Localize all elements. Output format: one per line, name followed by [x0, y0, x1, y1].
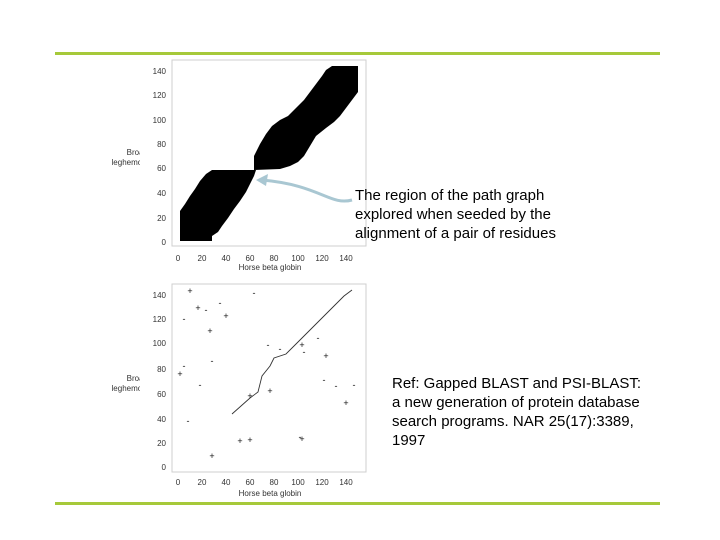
top-path-graph: 0 20 40 60 80 100 120 140 0 20 40 60 80 … — [140, 56, 370, 271]
bottom-dot-plot: + + - - + - + - - + - - + + - - + - - + … — [140, 282, 370, 492]
top-xtick-20: 20 — [198, 254, 207, 263]
bottom-plot-xlabel: Horse beta globin — [238, 489, 302, 498]
top-ytick-0: 0 — [162, 238, 167, 247]
top-xtick-120: 120 — [315, 254, 329, 263]
bottom-xtick-20: 20 — [198, 478, 207, 487]
hit-mark: + — [247, 435, 252, 445]
caption-region: The region of the path graph explored wh… — [355, 187, 556, 242]
caption-reference: Ref: Gapped BLAST and PSI-BLAST: a new g… — [392, 375, 642, 449]
top-plot-frame — [171, 59, 367, 247]
bottom-xtick-100: 100 — [291, 478, 305, 487]
hit-mark: + — [299, 434, 304, 444]
bottom-accent-rule — [55, 502, 660, 505]
hit-mark: - — [205, 305, 208, 315]
top-plot-xlabel: Horse beta globin — [238, 263, 302, 272]
hit-mark: - — [279, 344, 282, 354]
top-ytick-40: 40 — [157, 189, 166, 198]
hit-mark: + — [209, 451, 214, 461]
hit-mark: + — [299, 340, 304, 350]
top-xtick-40: 40 — [222, 254, 231, 263]
hit-mark: + — [267, 386, 272, 396]
top-ytick-140: 140 — [153, 67, 167, 76]
hit-mark: + — [237, 436, 242, 446]
bottom-xtick-120: 120 — [315, 478, 329, 487]
hit-mark: - — [335, 381, 338, 391]
top-xtick-140: 140 — [339, 254, 353, 263]
top-xtick-100: 100 — [291, 254, 305, 263]
bottom-ytick-20: 20 — [157, 439, 166, 448]
bottom-ytick-0: 0 — [162, 463, 167, 472]
hit-mark: - — [353, 380, 356, 390]
bottom-xtick-0: 0 — [176, 478, 181, 487]
bottom-ytick-140: 140 — [153, 291, 167, 300]
bottom-xtick-40: 40 — [222, 478, 231, 487]
top-ytick-100: 100 — [153, 116, 167, 125]
bottom-xtick-80: 80 — [270, 478, 279, 487]
top-plot-svg: 0 20 40 60 80 100 120 140 0 20 40 60 80 … — [153, 59, 367, 263]
bottom-xtick-60: 60 — [246, 478, 255, 487]
top-explored-region-upper — [254, 66, 358, 170]
hit-mark: + — [187, 286, 192, 296]
hit-mark: + — [207, 326, 212, 336]
bottom-xtick-140: 140 — [339, 478, 353, 487]
bottom-ytick-80: 80 — [157, 365, 166, 374]
alignment-path — [231, 289, 353, 415]
hit-mark: + — [223, 311, 228, 321]
hit-mark: - — [299, 432, 302, 442]
hit-mark: - — [183, 361, 186, 371]
bottom-ytick-100: 100 — [153, 339, 167, 348]
bottom-ytick-40: 40 — [157, 415, 166, 424]
hit-mark: - — [183, 314, 186, 324]
top-ytick-60: 60 — [157, 164, 166, 173]
top-xtick-0: 0 — [176, 254, 181, 263]
bottom-ytick-60: 60 — [157, 390, 166, 399]
hit-mark: - — [253, 288, 256, 298]
hit-mark: - — [267, 340, 270, 350]
hit-mark: - — [317, 333, 320, 343]
top-plot-ylabel-line2: leghemoglobin I — [111, 158, 168, 167]
top-ytick-80: 80 — [157, 140, 166, 149]
hit-mark: - — [323, 375, 326, 385]
top-xtick-60: 60 — [246, 254, 255, 263]
bottom-plot-svg: + + - - + - + - - + - - + + - - + - - + … — [153, 283, 367, 487]
bottom-plot-ylabel-line2: leghemoglobin I — [111, 384, 168, 393]
hit-mark: + — [177, 369, 182, 379]
hit-mark: + — [343, 398, 348, 408]
bottom-ytick-120: 120 — [153, 315, 167, 324]
top-ytick-120: 120 — [153, 91, 167, 100]
hit-mark: + — [247, 391, 252, 401]
hit-mark: - — [219, 298, 222, 308]
hit-mark: + — [195, 303, 200, 313]
hit-mark: - — [187, 416, 190, 426]
scatter-hits: + + - - + - + - - + - - + + - - + - - + … — [177, 286, 355, 461]
top-xtick-80: 80 — [270, 254, 279, 263]
hit-mark: + — [323, 351, 328, 361]
top-ytick-20: 20 — [157, 214, 166, 223]
hit-mark: - — [303, 347, 306, 357]
bottom-plot-frame — [171, 283, 367, 473]
top-explored-region-lower — [180, 170, 256, 241]
hit-mark: - — [199, 380, 202, 390]
hit-mark: - — [211, 356, 214, 366]
top-accent-rule — [55, 52, 660, 55]
